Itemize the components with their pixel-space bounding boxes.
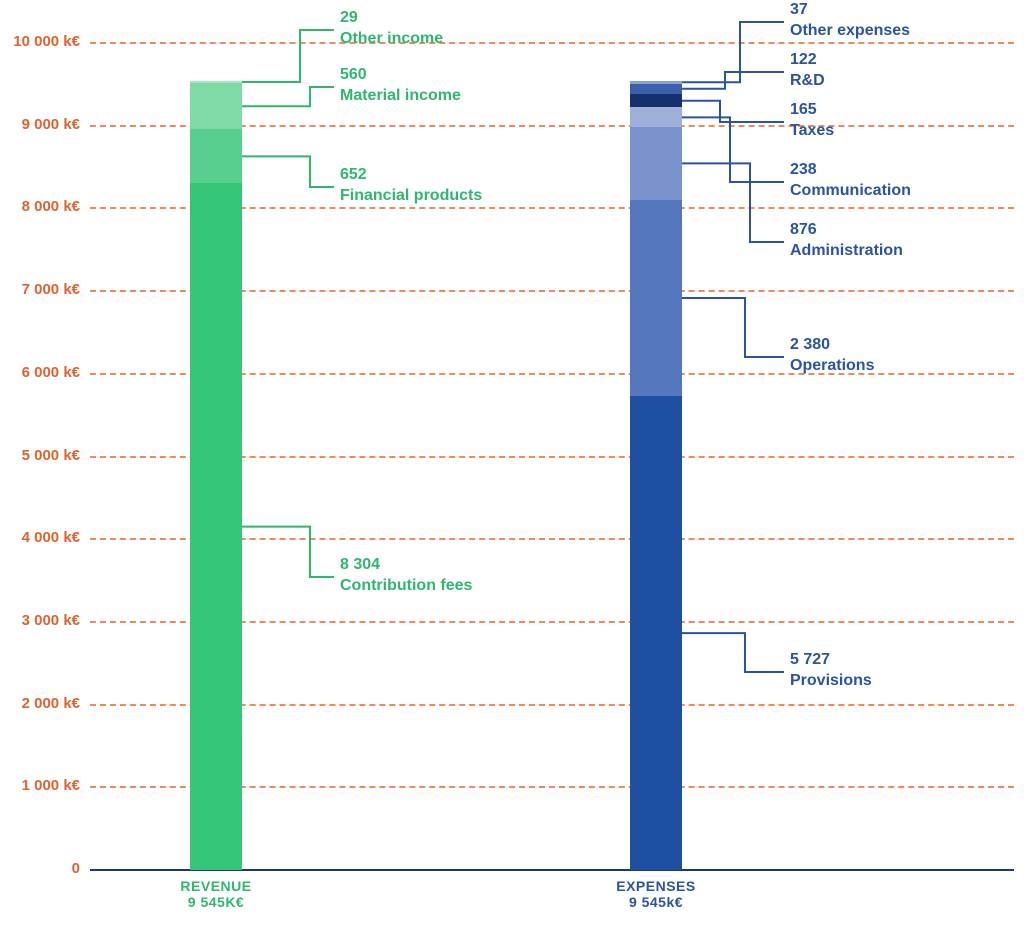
expenses-segment-communication [630, 107, 682, 127]
expenses-segment-r-d [630, 84, 682, 94]
expenses-callout-value: 2 380 [790, 335, 874, 356]
expenses-callout-value: 122 [790, 50, 825, 71]
stacked-bar-chart: 0 1 000 k€ 2 000 k€ 3 000 k€ 4 000 k€ 5 000 k… [0, 0, 1024, 929]
expenses-callout-name: Taxes [790, 121, 834, 142]
expenses-title: EXPENSES [576, 878, 736, 894]
revenue-callout-value: 560 [340, 65, 461, 86]
y-tick-label: 9 000 k€ [0, 116, 80, 133]
y-tick-label: 2 000 k€ [0, 695, 80, 712]
revenue-axis-label: REVENUE9 545K€ [136, 878, 296, 910]
y-tick-label: 3 000 k€ [0, 612, 80, 629]
expenses-callout-name: Other expenses [790, 21, 910, 42]
revenue-segment-other-income [190, 81, 242, 83]
expenses-segment-administration [630, 127, 682, 199]
expenses-callout-0: 5 727Provisions [790, 650, 872, 692]
expenses-callout-value: 876 [790, 220, 903, 241]
gridline [90, 42, 1014, 44]
expenses-callout-2: 876Administration [790, 220, 903, 262]
revenue-title: REVENUE [136, 878, 296, 894]
revenue-callout-0: 8 304Contribution fees [340, 555, 472, 597]
y-tick-label: 0 [0, 860, 80, 877]
y-tick-label: 7 000 k€ [0, 281, 80, 298]
expenses-segment-operations [630, 200, 682, 397]
y-tick-label: 1 000 k€ [0, 777, 80, 794]
expenses-callout-5: 122R&D [790, 50, 825, 92]
y-tick-label: 8 000 k€ [0, 198, 80, 215]
revenue-bar [190, 81, 242, 870]
revenue-callout-name: Material income [340, 86, 461, 107]
revenue-callout-1: 652Financial products [340, 165, 482, 207]
expenses-subtitle: 9 545k€ [576, 894, 736, 910]
expenses-segment-taxes [630, 94, 682, 108]
expenses-segment-provisions [630, 396, 682, 870]
expenses-callout-name: Operations [790, 356, 874, 377]
revenue-callout-name: Other income [340, 29, 443, 50]
revenue-segment-financial-products [190, 129, 242, 183]
revenue-callout-name: Financial products [340, 186, 482, 207]
y-tick-label: 5 000 k€ [0, 447, 80, 464]
expenses-bar [630, 81, 682, 870]
expenses-callout-name: R&D [790, 71, 825, 92]
expenses-callout-name: Administration [790, 241, 903, 262]
expenses-callout-value: 37 [790, 0, 910, 21]
expenses-callout-3: 238Communication [790, 160, 911, 202]
expenses-callout-6: 37Other expenses [790, 0, 910, 42]
revenue-segment-material-income [190, 83, 242, 129]
expenses-callout-name: Communication [790, 181, 911, 202]
expenses-axis-label: EXPENSES9 545k€ [576, 878, 736, 910]
expenses-callout-4: 165Taxes [790, 100, 834, 142]
revenue-callout-value: 8 304 [340, 555, 472, 576]
expenses-callout-value: 238 [790, 160, 911, 181]
revenue-callout-2: 560Material income [340, 65, 461, 107]
revenue-callout-3: 29Other income [340, 8, 443, 50]
y-tick-label: 10 000 k€ [0, 33, 80, 50]
expenses-segment-other-expenses [630, 81, 682, 84]
revenue-callout-value: 29 [340, 8, 443, 29]
revenue-segment-contribution-fees [190, 183, 242, 870]
expenses-callout-name: Provisions [790, 671, 872, 692]
expenses-callout-1: 2 380Operations [790, 335, 874, 377]
expenses-callout-value: 165 [790, 100, 834, 121]
revenue-subtitle: 9 545K€ [136, 894, 296, 910]
y-tick-label: 6 000 k€ [0, 364, 80, 381]
expenses-callout-value: 5 727 [790, 650, 872, 671]
y-tick-label: 4 000 k€ [0, 529, 80, 546]
revenue-callout-name: Contribution fees [340, 576, 472, 597]
revenue-callout-value: 652 [340, 165, 482, 186]
